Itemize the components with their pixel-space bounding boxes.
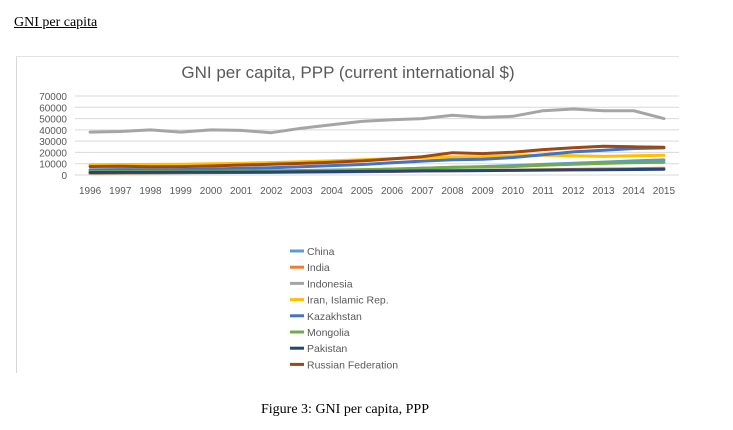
x-tick-label: 2010 [502,186,525,197]
legend-label: Russian Federation [307,359,398,371]
x-tick-label: 2009 [472,186,495,197]
y-tick-label: 50000 [39,115,67,126]
y-tick-label: 20000 [39,148,67,159]
legend-label: Mongolia [307,327,350,339]
x-tick-label: 1997 [109,186,132,197]
y-tick-label: 40000 [39,126,67,137]
legend-label: Kazakhstan [307,311,362,323]
legend-label: Iran, Islamic Rep. [307,295,389,307]
x-tick-label: 2002 [260,186,283,197]
y-tick-label: 30000 [39,137,67,148]
x-tick-label: 2008 [441,186,464,197]
legend-label: India [307,262,330,274]
series-line [88,107,666,135]
series-line [88,144,666,169]
chart-container: GNI per capita, PPP (current internation… [16,56,679,373]
x-tick-label: 2000 [200,186,223,197]
line-chart: GNI per capita, PPP (current internation… [39,63,679,371]
legend-label: China [307,246,335,258]
section-heading: GNI per capita [14,15,98,30]
x-tick-label: 2003 [290,186,313,197]
series-line [88,146,666,172]
x-tick-label: 1996 [79,186,102,197]
legend-label: Indonesia [307,278,353,290]
y-tick-label: 0 [61,171,67,182]
x-tick-label: 2014 [623,186,646,197]
series-line [88,167,666,174]
x-tick-label: 2015 [653,186,676,197]
x-tick-label: 2005 [351,186,374,197]
y-tick-label: 60000 [39,103,67,114]
x-tick-label: 2004 [321,186,344,197]
x-tick-label: 1999 [170,186,193,197]
chart-title: GNI per capita, PPP (current internation… [181,63,514,82]
x-tick-label: 2001 [230,186,253,197]
legend-label: Pakistan [307,343,347,355]
x-tick-label: 1998 [139,186,162,197]
x-tick-label: 2012 [562,186,585,197]
y-tick-label: 70000 [39,92,67,103]
y-tick-label: 10000 [39,160,67,171]
figure-caption: Figure 3: GNI per capita, PPP [261,402,429,417]
x-tick-label: 2006 [381,186,404,197]
x-tick-label: 2007 [411,186,434,197]
x-tick-label: 2013 [592,186,615,197]
x-tick-label: 2011 [532,186,554,197]
